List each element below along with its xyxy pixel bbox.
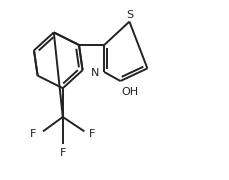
Text: F: F: [30, 129, 37, 139]
Text: S: S: [125, 10, 132, 20]
Text: N: N: [91, 68, 99, 78]
Text: OH: OH: [121, 87, 138, 97]
Text: F: F: [89, 129, 95, 139]
Text: F: F: [59, 148, 66, 159]
